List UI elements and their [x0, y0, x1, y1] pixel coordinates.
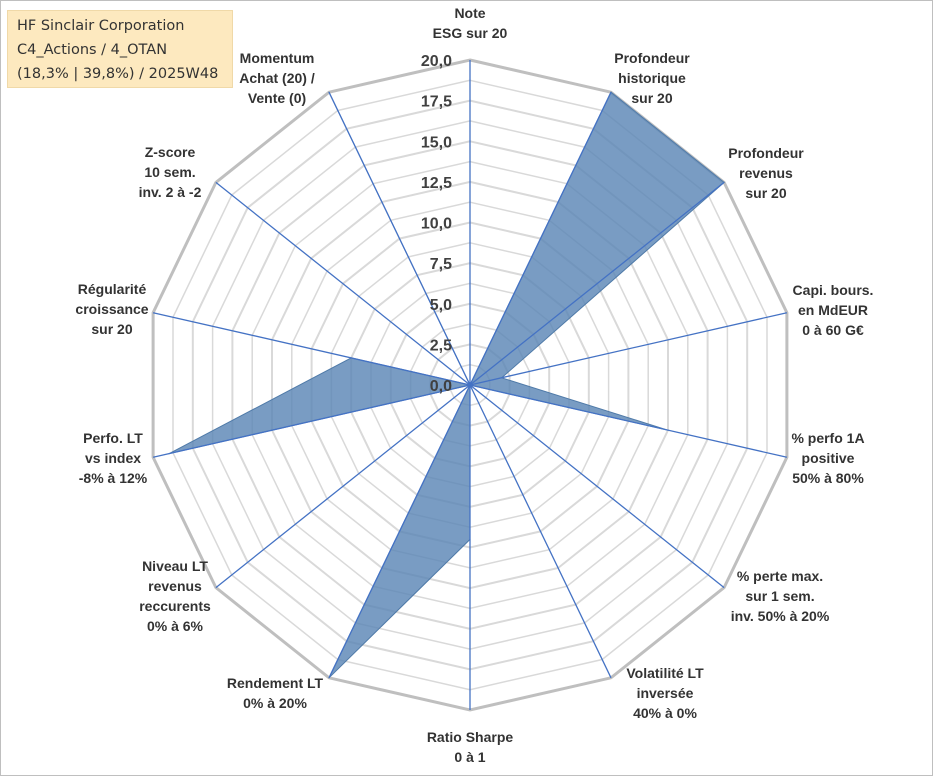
axis-spoke-perfo_lt: [152, 384, 471, 458]
axis-spoke-regularite: [152, 312, 471, 386]
axis-label-line: sur 1 sem.: [745, 588, 814, 604]
axis-label-line: Régularité: [78, 281, 147, 297]
axis-label-line: Achat (20) /: [239, 70, 315, 86]
axis-label-line: -8% à 12%: [79, 470, 148, 486]
axis-label-line: Niveau LT: [142, 558, 208, 574]
axis-label-line: Rendement LT: [227, 675, 324, 691]
info-box: HF Sinclair Corporation C4_Actions / 4_O…: [7, 10, 233, 88]
spoke-layer: [152, 60, 788, 710]
tick-label: 17,5: [421, 94, 452, 111]
tick-label: 10,0: [421, 216, 452, 233]
axis-label-perte_max: % perte max. sur 1 sem. inv. 50% à 20%: [731, 568, 830, 624]
axis-spoke-rendement: [328, 384, 471, 679]
axis-spoke-prof_rev: [469, 181, 725, 386]
tick-label: 20,0: [421, 53, 452, 70]
axis-label-line: 0 à 1: [454, 749, 485, 765]
tick-label: 12,5: [421, 175, 452, 192]
axis-label-line: 0% à 6%: [147, 618, 204, 634]
axis-label-sharpe: Ratio Sharpe 0 à 1: [427, 729, 514, 765]
axis-spoke-volatilite: [469, 384, 612, 679]
axis-label-perfo_1a: % perfo 1A positive 50% à 80%: [791, 430, 864, 486]
axis-label-line: positive: [802, 450, 855, 466]
category-labels: Note ESG sur 20 Profondeur historique sur 20…: [75, 5, 873, 765]
stats-label: (18,3% | 39,8%) / 2025W48: [17, 66, 219, 82]
axis-spoke-prof_hist: [469, 91, 612, 386]
tick-label: 15,0: [421, 134, 452, 151]
axis-label-niveau_rev: Niveau LT revenus reccurents 0% à 6%: [139, 558, 211, 634]
axis-label-line: inversée: [637, 685, 694, 701]
axis-label-line: revenus: [148, 578, 202, 594]
axis-label-line: Perfo. LT: [83, 430, 143, 446]
axis-label-line: Z-score: [145, 144, 196, 160]
axis-label-capi: Capi. bours. en MdEUR 0 à 60 G€: [793, 282, 874, 338]
axis-label-line: 0 à 60 G€: [802, 322, 864, 338]
axis-spoke-momentum: [328, 91, 471, 386]
company-name: HF Sinclair Corporation: [17, 18, 185, 34]
axis-label-line: Profondeur: [728, 145, 804, 161]
tick-label: 0,0: [430, 378, 452, 395]
axis-label-momentum: Momentum Achat (20) / Vente (0): [239, 50, 315, 106]
axis-label-perfo_lt: Perfo. LT vs index -8% à 12%: [79, 430, 148, 486]
axis-label-line: croissance: [75, 301, 148, 317]
tick-label: 5,0: [430, 297, 452, 314]
tick-label: 7,5: [430, 256, 452, 273]
axis-label-line: Volatilité LT: [626, 665, 704, 681]
portfolio-label: C4_Actions / 4_OTAN: [17, 42, 168, 58]
axis-label-zscore: Z-score 10 sem. inv. 2 à -2: [139, 144, 202, 200]
axis-label-line: Momentum: [240, 50, 315, 66]
axis-label-prof_hist: Profondeur historique sur 20: [614, 50, 690, 106]
axis-label-line: Ratio Sharpe: [427, 729, 514, 745]
axis-label-prof_rev: Profondeur revenus sur 20: [728, 145, 804, 201]
axis-label-line: 10 sem.: [144, 164, 195, 180]
tick-labels: 0,0 2,5 5,0 7,5 10,0 12,5 15,0 17,5 20,0: [421, 53, 452, 395]
axis-label-line: 0% à 20%: [243, 695, 307, 711]
axis-label-line: reccurents: [139, 598, 211, 614]
axis-label-line: Capi. bours.: [793, 282, 874, 298]
tick-label: 2,5: [430, 337, 452, 354]
axis-label-line: inv. 50% à 20%: [731, 608, 830, 624]
axis-label-regularite: Régularité croissance sur 20: [75, 281, 148, 337]
axis-label-line: Profondeur: [614, 50, 690, 66]
axis-label-line: sur 20: [745, 185, 786, 201]
axis-label-line: historique: [618, 70, 686, 86]
axis-label-line: inv. 2 à -2: [139, 184, 202, 200]
axis-label-line: en MdEUR: [798, 302, 868, 318]
axis-label-line: 50% à 80%: [792, 470, 864, 486]
axis-label-esg: Note ESG sur 20: [433, 5, 508, 41]
axis-spoke-perfo_1a: [469, 384, 788, 458]
axis-label-line: Note: [454, 5, 485, 21]
axis-label-line: 40% à 0%: [633, 705, 697, 721]
axis-label-line: % perfo 1A: [791, 430, 864, 446]
axis-label-line: sur 20: [631, 90, 672, 106]
axis-label-line: Vente (0): [248, 90, 306, 106]
axis-label-line: vs index: [85, 450, 141, 466]
axis-spoke-zscore: [215, 181, 471, 386]
axis-label-line: sur 20: [91, 321, 132, 337]
axis-label-line: revenus: [739, 165, 793, 181]
axis-label-line: ESG sur 20: [433, 25, 508, 41]
axis-spoke-perte_max: [469, 384, 725, 589]
axis-spoke-niveau_rev: [215, 384, 471, 589]
axis-label-volatilite: Volatilité LT inversée 40% à 0%: [626, 665, 704, 721]
axis-label-rendement: Rendement LT 0% à 20%: [227, 675, 324, 711]
axis-spoke-capi: [469, 312, 788, 386]
axis-label-line: % perte max.: [737, 568, 823, 584]
